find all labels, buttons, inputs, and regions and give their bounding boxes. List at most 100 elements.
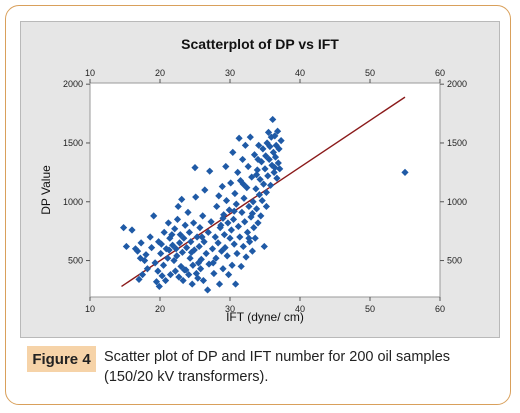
data-point bbox=[176, 239, 184, 247]
data-point bbox=[230, 207, 238, 215]
data-point bbox=[189, 261, 197, 269]
data-point bbox=[120, 224, 128, 232]
axis-ticks: 10 10 20 20 30 30 40 40 50 50 60 60 500 500 1000 1000 15… bbox=[63, 68, 467, 314]
data-point bbox=[170, 256, 178, 265]
data-point bbox=[195, 242, 203, 251]
data-point bbox=[134, 247, 142, 255]
data-point bbox=[201, 186, 209, 194]
data-point bbox=[219, 265, 227, 273]
data-point bbox=[180, 266, 189, 274]
data-point bbox=[233, 249, 241, 258]
data-point bbox=[274, 159, 282, 167]
x-axis-label: IFT (dyne/ cm) bbox=[226, 310, 304, 324]
data-point bbox=[260, 242, 268, 251]
data-point bbox=[220, 231, 228, 239]
data-point bbox=[248, 173, 256, 181]
data-point bbox=[159, 261, 168, 269]
x-tick-label: 10 bbox=[85, 304, 95, 314]
data-point bbox=[264, 172, 272, 180]
data-point bbox=[229, 148, 237, 156]
y-tick-label: 1000 bbox=[63, 197, 83, 207]
y-tick-label-right: 2000 bbox=[447, 79, 467, 89]
x-tick-label-top: 30 bbox=[225, 68, 235, 78]
data-point bbox=[226, 234, 234, 242]
data-point bbox=[249, 198, 257, 206]
data-point bbox=[228, 261, 236, 269]
y-axis-label: DP Value bbox=[39, 165, 53, 215]
data-point bbox=[224, 219, 232, 227]
data-point bbox=[219, 214, 227, 222]
data-point bbox=[245, 202, 253, 211]
data-point bbox=[236, 233, 244, 241]
data-point bbox=[202, 249, 210, 258]
chart-title: Scatterplot of DP vs IFT bbox=[181, 36, 339, 52]
data-point bbox=[174, 202, 182, 211]
data-point bbox=[198, 233, 206, 241]
data-point bbox=[165, 246, 173, 254]
data-point bbox=[271, 132, 279, 140]
data-point bbox=[168, 231, 176, 239]
data-point bbox=[204, 228, 212, 236]
data-point bbox=[180, 234, 188, 242]
x-tick-label-top: 40 bbox=[295, 68, 305, 78]
data-point bbox=[227, 179, 235, 187]
data-point bbox=[184, 208, 192, 216]
data-point bbox=[225, 206, 233, 214]
data-point bbox=[243, 228, 252, 236]
data-point bbox=[258, 196, 266, 205]
x-tick-label: 40 bbox=[295, 304, 305, 314]
x-tick-label: 20 bbox=[155, 304, 165, 314]
data-point bbox=[277, 137, 285, 145]
y-tick-label: 500 bbox=[68, 256, 83, 266]
x-tick-label: 30 bbox=[225, 304, 235, 314]
data-point bbox=[157, 249, 165, 258]
data-point bbox=[191, 164, 199, 172]
data-point bbox=[155, 282, 163, 291]
data-point bbox=[199, 212, 207, 220]
data-point bbox=[164, 219, 172, 227]
x-tick-label-top: 10 bbox=[85, 68, 95, 78]
data-point bbox=[162, 276, 170, 285]
data-point bbox=[199, 276, 207, 285]
data-point bbox=[245, 234, 253, 242]
data-point bbox=[248, 209, 256, 218]
x-tick-label-top: 20 bbox=[155, 68, 165, 78]
data-point bbox=[215, 280, 224, 288]
caption-line-1: Scatter plot of DP and IFT number for 20… bbox=[104, 349, 451, 365]
data-point bbox=[235, 134, 243, 142]
data-point bbox=[232, 280, 240, 288]
data-point bbox=[217, 221, 225, 229]
data-point bbox=[150, 212, 158, 220]
data-point bbox=[271, 153, 280, 161]
data-point bbox=[275, 145, 283, 153]
data-point bbox=[172, 245, 180, 253]
data-point bbox=[241, 218, 249, 226]
data-point bbox=[231, 189, 239, 198]
data-point bbox=[276, 165, 284, 173]
data-point bbox=[158, 272, 166, 280]
data-point bbox=[181, 221, 189, 229]
x-tick-label-top: 60 bbox=[435, 68, 445, 78]
data-point bbox=[164, 254, 172, 262]
data-point bbox=[197, 265, 205, 273]
data-point bbox=[193, 233, 201, 241]
data-point bbox=[128, 226, 136, 234]
data-point bbox=[152, 278, 161, 286]
data-point bbox=[251, 234, 259, 242]
data-point bbox=[178, 248, 186, 256]
data-point bbox=[218, 182, 226, 191]
data-point bbox=[155, 238, 163, 246]
data-point bbox=[183, 244, 191, 252]
data-point bbox=[214, 239, 222, 247]
data-point bbox=[261, 165, 269, 173]
data-point bbox=[135, 275, 143, 283]
data-point bbox=[148, 244, 156, 252]
data-point bbox=[171, 225, 179, 233]
data-point bbox=[254, 155, 262, 164]
data-point bbox=[234, 168, 242, 176]
data-point bbox=[250, 224, 258, 232]
data-point bbox=[141, 256, 149, 265]
data-point bbox=[122, 242, 130, 251]
data-point bbox=[187, 238, 195, 246]
data-point bbox=[267, 133, 275, 141]
